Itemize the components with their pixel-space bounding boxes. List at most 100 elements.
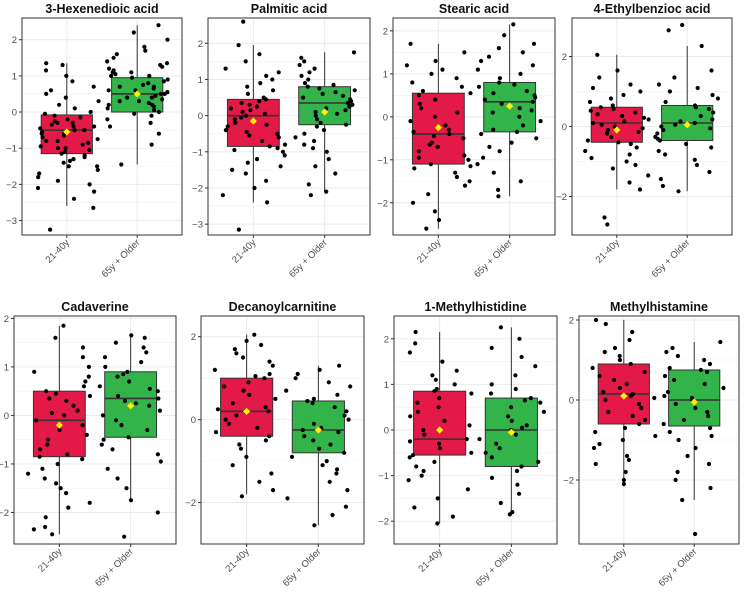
data-point xyxy=(244,113,249,118)
data-point xyxy=(468,164,473,169)
data-point xyxy=(511,22,516,27)
data-point xyxy=(461,136,466,141)
data-point xyxy=(263,405,268,410)
mean-marker xyxy=(55,421,63,429)
data-point xyxy=(151,84,156,89)
data-point xyxy=(698,113,703,119)
data-point xyxy=(236,43,241,48)
data-point xyxy=(489,382,494,387)
panel-title: Methylhistamine xyxy=(610,300,708,314)
data-point xyxy=(499,101,504,106)
data-point xyxy=(419,106,424,111)
data-point xyxy=(340,93,346,98)
data-point xyxy=(324,189,329,194)
data-point xyxy=(519,464,524,469)
y-tick-label: 2 xyxy=(198,39,203,50)
data-point xyxy=(662,373,668,379)
mean-marker xyxy=(314,426,322,434)
data-point xyxy=(698,367,704,373)
data-point xyxy=(299,55,304,60)
data-point xyxy=(165,77,170,82)
data-point xyxy=(289,454,295,459)
data-point xyxy=(129,333,134,338)
data-point xyxy=(676,189,681,194)
data-point xyxy=(158,459,163,464)
data-point xyxy=(248,108,253,113)
data-point xyxy=(351,50,357,55)
data-point xyxy=(612,377,617,383)
data-point xyxy=(710,117,715,122)
data-point xyxy=(665,389,671,395)
panel-4: 4-Ethylbenzioc acid −2 0 2 21-40y 65y + Older xyxy=(556,2,733,280)
data-point xyxy=(87,182,92,187)
data-point xyxy=(313,164,318,169)
data-point xyxy=(622,425,628,431)
data-point xyxy=(335,392,340,397)
data-point xyxy=(653,134,658,140)
data-point xyxy=(244,454,249,459)
data-point xyxy=(66,164,71,169)
data-point xyxy=(258,81,263,86)
data-point xyxy=(429,71,434,76)
data-point xyxy=(265,200,270,205)
y-tick-label: −3 xyxy=(6,216,17,227)
data-point xyxy=(158,62,163,68)
data-point xyxy=(270,488,276,493)
data-point xyxy=(75,408,80,413)
data-point xyxy=(293,135,298,140)
data-point xyxy=(276,135,281,140)
data-point xyxy=(264,73,269,78)
data-point xyxy=(100,413,105,418)
mean-marker xyxy=(249,117,257,125)
data-point xyxy=(656,82,662,87)
x-tick-label: 65y + Older xyxy=(474,546,517,589)
data-point xyxy=(87,393,92,399)
data-point xyxy=(475,162,480,167)
data-point xyxy=(149,113,154,118)
panel-title: Cadaverine xyxy=(61,300,128,314)
data-point xyxy=(510,509,515,515)
data-point xyxy=(522,398,528,403)
data-point xyxy=(593,429,598,435)
data-point xyxy=(538,400,543,405)
data-point xyxy=(628,141,633,147)
mean-marker xyxy=(613,126,621,134)
data-point xyxy=(620,437,626,443)
data-point xyxy=(517,106,522,111)
data-point xyxy=(59,151,64,156)
data-point xyxy=(342,413,347,418)
data-point xyxy=(165,90,170,95)
data-point xyxy=(50,532,55,537)
data-point xyxy=(71,124,76,129)
x-tick-label: 21-40y xyxy=(594,237,622,265)
data-point xyxy=(326,380,331,385)
data-point xyxy=(621,92,626,98)
data-point xyxy=(452,382,457,387)
data-point xyxy=(247,102,252,107)
data-point xyxy=(512,82,517,87)
data-point xyxy=(531,41,537,46)
data-point xyxy=(246,380,251,385)
data-point xyxy=(267,371,272,377)
data-point xyxy=(267,434,272,439)
data-point xyxy=(332,405,337,410)
data-point xyxy=(343,504,348,509)
data-point xyxy=(630,329,635,335)
data-point xyxy=(681,417,687,423)
data-point xyxy=(44,389,49,394)
data-point xyxy=(55,138,60,144)
data-point xyxy=(63,95,68,100)
data-point xyxy=(489,345,494,350)
data-point xyxy=(636,129,641,134)
data-point xyxy=(513,386,518,392)
panel-border xyxy=(21,17,183,236)
data-point xyxy=(617,385,623,391)
data-point xyxy=(605,127,611,133)
panel-border xyxy=(200,315,365,545)
data-point xyxy=(670,345,675,351)
data-point xyxy=(419,473,424,478)
data-point xyxy=(433,58,438,64)
panel-title: 3-Hexenedioic acid xyxy=(45,2,158,16)
data-point xyxy=(230,463,235,468)
data-point xyxy=(705,409,710,415)
